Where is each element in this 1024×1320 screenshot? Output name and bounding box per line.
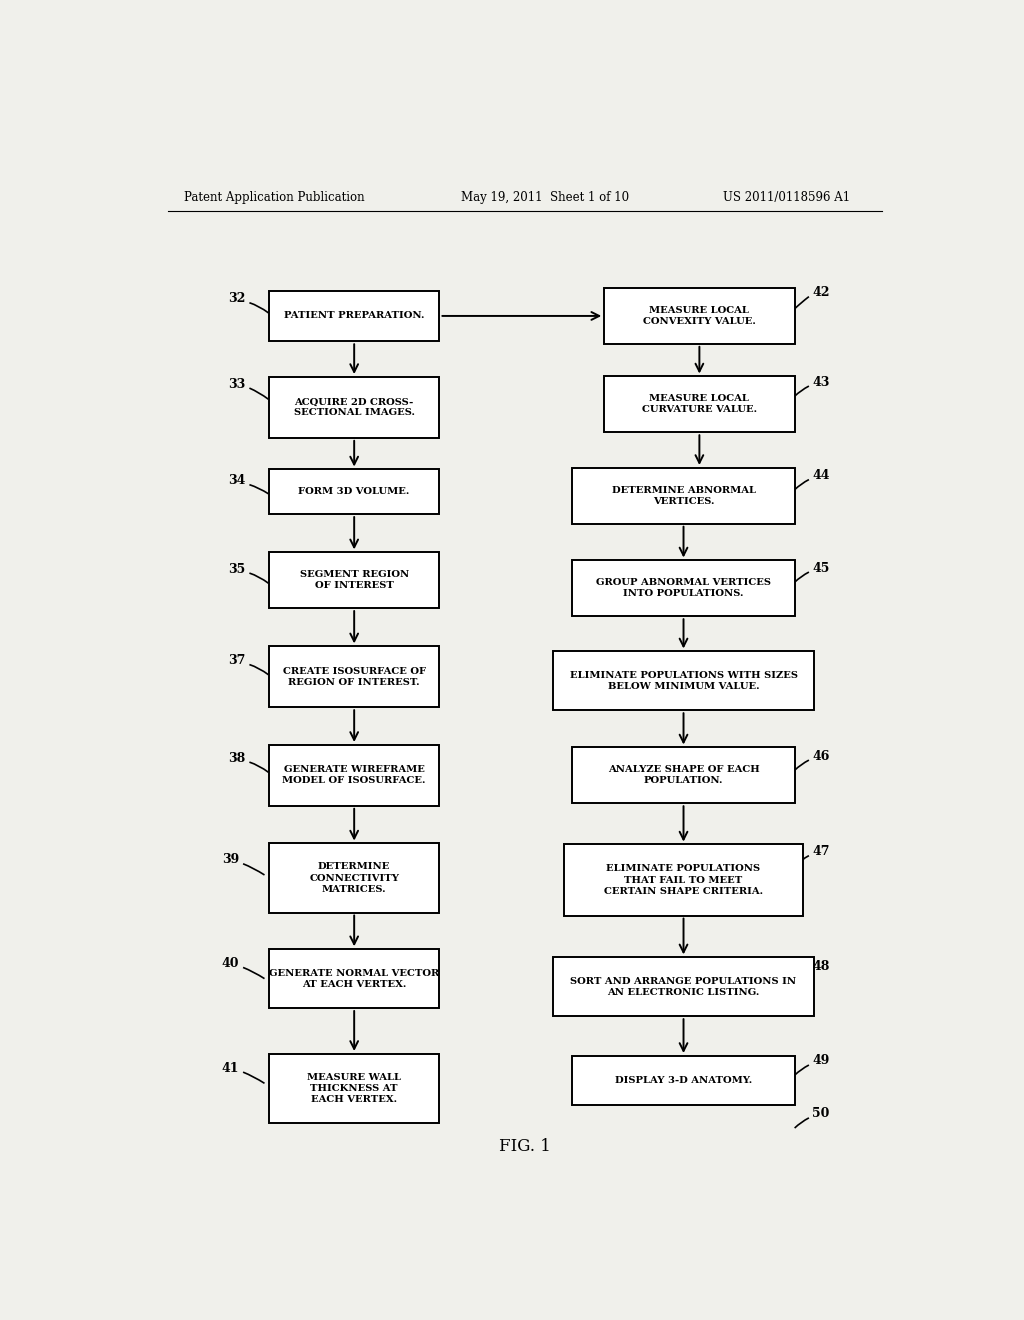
FancyBboxPatch shape xyxy=(269,1053,439,1123)
Text: 40: 40 xyxy=(221,957,240,970)
Text: 33: 33 xyxy=(228,378,246,391)
Text: GROUP ABNORMAL VERTICES
INTO POPULATIONS.: GROUP ABNORMAL VERTICES INTO POPULATIONS… xyxy=(596,578,771,598)
Text: 38: 38 xyxy=(228,751,246,764)
Text: May 19, 2011  Sheet 1 of 10: May 19, 2011 Sheet 1 of 10 xyxy=(461,190,630,203)
FancyBboxPatch shape xyxy=(564,845,803,916)
Text: 35: 35 xyxy=(228,562,246,576)
Text: DETERMINE ABNORMAL
VERTICES.: DETERMINE ABNORMAL VERTICES. xyxy=(611,486,756,506)
Text: 47: 47 xyxy=(812,845,829,858)
FancyBboxPatch shape xyxy=(269,290,439,342)
FancyBboxPatch shape xyxy=(604,288,795,345)
Text: GENERATE WIREFRAME
MODEL OF ISOSURFACE.: GENERATE WIREFRAME MODEL OF ISOSURFACE. xyxy=(283,766,426,785)
Text: ELIMINATE POPULATIONS
THAT FAIL TO MEET
CERTAIN SHAPE CRITERIA.: ELIMINATE POPULATIONS THAT FAIL TO MEET … xyxy=(604,865,763,896)
Text: 46: 46 xyxy=(812,750,829,763)
Text: SEGMENT REGION
OF INTEREST: SEGMENT REGION OF INTEREST xyxy=(300,570,409,590)
Text: 34: 34 xyxy=(228,474,246,487)
Text: 32: 32 xyxy=(228,292,246,305)
Text: US 2011/0118596 A1: US 2011/0118596 A1 xyxy=(723,190,850,203)
Text: 41: 41 xyxy=(221,1061,240,1074)
FancyBboxPatch shape xyxy=(269,470,439,515)
Text: ACQUIRE 2D CROSS-
SECTIONAL IMAGES.: ACQUIRE 2D CROSS- SECTIONAL IMAGES. xyxy=(294,397,415,417)
Text: 45: 45 xyxy=(812,561,829,574)
FancyBboxPatch shape xyxy=(269,843,439,912)
FancyBboxPatch shape xyxy=(269,744,439,805)
Text: 50: 50 xyxy=(812,1107,829,1121)
Text: GENERATE NORMAL VECTOR
AT EACH VERTEX.: GENERATE NORMAL VECTOR AT EACH VERTEX. xyxy=(269,969,439,989)
FancyBboxPatch shape xyxy=(553,651,814,710)
Text: 49: 49 xyxy=(812,1055,829,1068)
Text: CREATE ISOSURFACE OF
REGION OF INTEREST.: CREATE ISOSURFACE OF REGION OF INTEREST. xyxy=(283,667,426,686)
Text: MEASURE LOCAL
CURVATURE VALUE.: MEASURE LOCAL CURVATURE VALUE. xyxy=(642,395,757,414)
Text: MEASURE LOCAL
CONVEXITY VALUE.: MEASURE LOCAL CONVEXITY VALUE. xyxy=(643,306,756,326)
Text: SORT AND ARRANGE POPULATIONS IN
AN ELECTRONIC LISTING.: SORT AND ARRANGE POPULATIONS IN AN ELECT… xyxy=(570,977,797,997)
Text: 39: 39 xyxy=(222,853,240,866)
Text: DETERMINE
CONNECTIVITY
MATRICES.: DETERMINE CONNECTIVITY MATRICES. xyxy=(309,862,399,894)
Text: Patent Application Publication: Patent Application Publication xyxy=(183,190,365,203)
FancyBboxPatch shape xyxy=(269,949,439,1008)
Text: MEASURE WALL
THICKNESS AT
EACH VERTEX.: MEASURE WALL THICKNESS AT EACH VERTEX. xyxy=(307,1073,401,1104)
Text: 42: 42 xyxy=(812,286,829,300)
Text: FIG. 1: FIG. 1 xyxy=(499,1138,551,1155)
FancyBboxPatch shape xyxy=(553,957,814,1016)
FancyBboxPatch shape xyxy=(269,378,439,438)
FancyBboxPatch shape xyxy=(604,376,795,433)
Text: PATIENT PREPARATION.: PATIENT PREPARATION. xyxy=(284,312,424,321)
Text: 43: 43 xyxy=(812,375,829,388)
FancyBboxPatch shape xyxy=(572,561,795,616)
FancyBboxPatch shape xyxy=(572,747,795,804)
FancyBboxPatch shape xyxy=(269,647,439,708)
Text: ELIMINATE POPULATIONS WITH SIZES
BELOW MINIMUM VALUE.: ELIMINATE POPULATIONS WITH SIZES BELOW M… xyxy=(569,671,798,690)
Text: 37: 37 xyxy=(228,653,246,667)
Text: FORM 3D VOLUME.: FORM 3D VOLUME. xyxy=(298,487,410,496)
Text: ANALYZE SHAPE OF EACH
POPULATION.: ANALYZE SHAPE OF EACH POPULATION. xyxy=(607,766,760,785)
Text: 44: 44 xyxy=(812,469,829,482)
FancyBboxPatch shape xyxy=(269,552,439,609)
FancyBboxPatch shape xyxy=(572,1056,795,1105)
Text: DISPLAY 3-D ANATOMY.: DISPLAY 3-D ANATOMY. xyxy=(614,1076,753,1085)
FancyBboxPatch shape xyxy=(572,467,795,524)
Text: 48: 48 xyxy=(812,960,829,973)
